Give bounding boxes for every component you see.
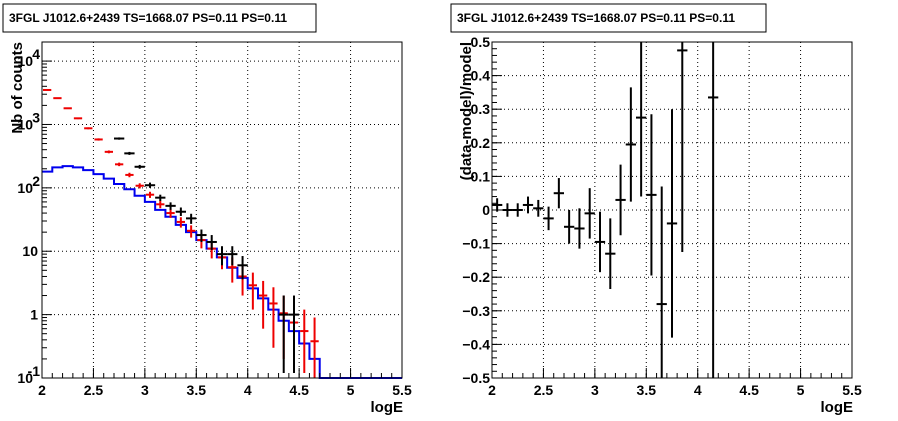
residual-y-tick-label: −0.5 xyxy=(462,370,490,386)
residual-title-box xyxy=(450,3,767,33)
model-histogram-line xyxy=(42,165,402,379)
counts-frame xyxy=(41,41,403,379)
counts-x-tick-label: 2 xyxy=(38,382,46,398)
residual-y-tick-label: 0 xyxy=(482,202,490,218)
counts-y-tick-label: 10 xyxy=(17,53,33,69)
counts-y-axis-label: Nb of counts xyxy=(9,42,26,134)
counts-x-axis-label: logE xyxy=(371,399,404,416)
residual-y-tick-label: −0.3 xyxy=(462,303,490,319)
counts-title-box xyxy=(2,3,317,33)
counts-x-tick-label: 3 xyxy=(141,382,149,398)
residual-marks xyxy=(492,42,719,378)
counts-x-tick-label: 5 xyxy=(347,382,355,398)
residual-title: 3FGL J1012.6+2439 TS=1668.07 PS=0.11 PS=… xyxy=(457,11,735,25)
counts-title: 3FGL J1012.6+2439 TS=1668.07 PS=0.11 PS=… xyxy=(9,11,287,25)
counts-y-tick-label: 10 xyxy=(17,180,33,196)
residual-y-tick-label: 0.4 xyxy=(471,68,491,84)
residual-ticks: 2 2.5 3 3.5 4 4.5 5 5.5 −0.5 −0.4 −0.3 −0.2 −0.1 0 0.1… xyxy=(462,34,862,398)
counts-y-tick-exponent: -1 xyxy=(28,363,41,379)
residual-x-tick-label: 3 xyxy=(591,382,599,398)
residual-y-tick-label: −0.4 xyxy=(462,336,490,352)
residual-y-tick-label: 0.2 xyxy=(471,135,491,151)
counts-x-tick-label: 4.5 xyxy=(289,382,309,398)
residual-panel: 3FGL J1012.6+2439 TS=1668.07 PS=0.11 PS=… xyxy=(450,3,862,416)
residual-x-tick-label: 2.5 xyxy=(534,382,554,398)
counts-y-tick-label: 1 xyxy=(30,307,38,323)
counts-x-tick-label: 2.5 xyxy=(84,382,104,398)
residual-y-tick-label: 0.5 xyxy=(471,34,491,50)
residual-y-tick-label: −0.2 xyxy=(462,269,490,285)
residual-x-tick-label: 5 xyxy=(797,382,805,398)
residual-x-axis-label: logE xyxy=(821,399,854,416)
counts-y-tick-label: 10 xyxy=(22,243,38,259)
counts-x-tick-label: 3.5 xyxy=(187,382,207,398)
counts-x-tick-label: 4 xyxy=(244,382,252,398)
residual-x-tick-label: 3.5 xyxy=(637,382,657,398)
residual-x-tick-label: 2 xyxy=(488,382,496,398)
counts-y-tick-label: 10 xyxy=(17,116,33,132)
counts-grid xyxy=(42,42,402,378)
residual-x-tick-label: 4.5 xyxy=(739,382,759,398)
counts-y-tick-label: 10 xyxy=(17,370,33,386)
residual-y-tick-label: 0.3 xyxy=(471,101,491,117)
residual-y-axis-label: (data-model)/model xyxy=(458,42,475,180)
counts-marks xyxy=(42,88,402,379)
counts-y-tick-exponent: 2 xyxy=(32,173,40,189)
counts-y-tick-exponent: 4 xyxy=(32,46,40,62)
counts-panel: 3FGL J1012.6+2439 TS=1668.07 PS=0.11 PS=… xyxy=(2,3,412,416)
counts-x-tick-label: 5.5 xyxy=(392,382,412,398)
residual-y-tick-label: −0.1 xyxy=(462,236,490,252)
residual-x-tick-label: 4 xyxy=(694,382,702,398)
residual-x-tick-label: 5.5 xyxy=(842,382,862,398)
residual-y-tick-label: 0.1 xyxy=(471,168,491,184)
counts-y-tick-exponent: 3 xyxy=(32,109,40,125)
